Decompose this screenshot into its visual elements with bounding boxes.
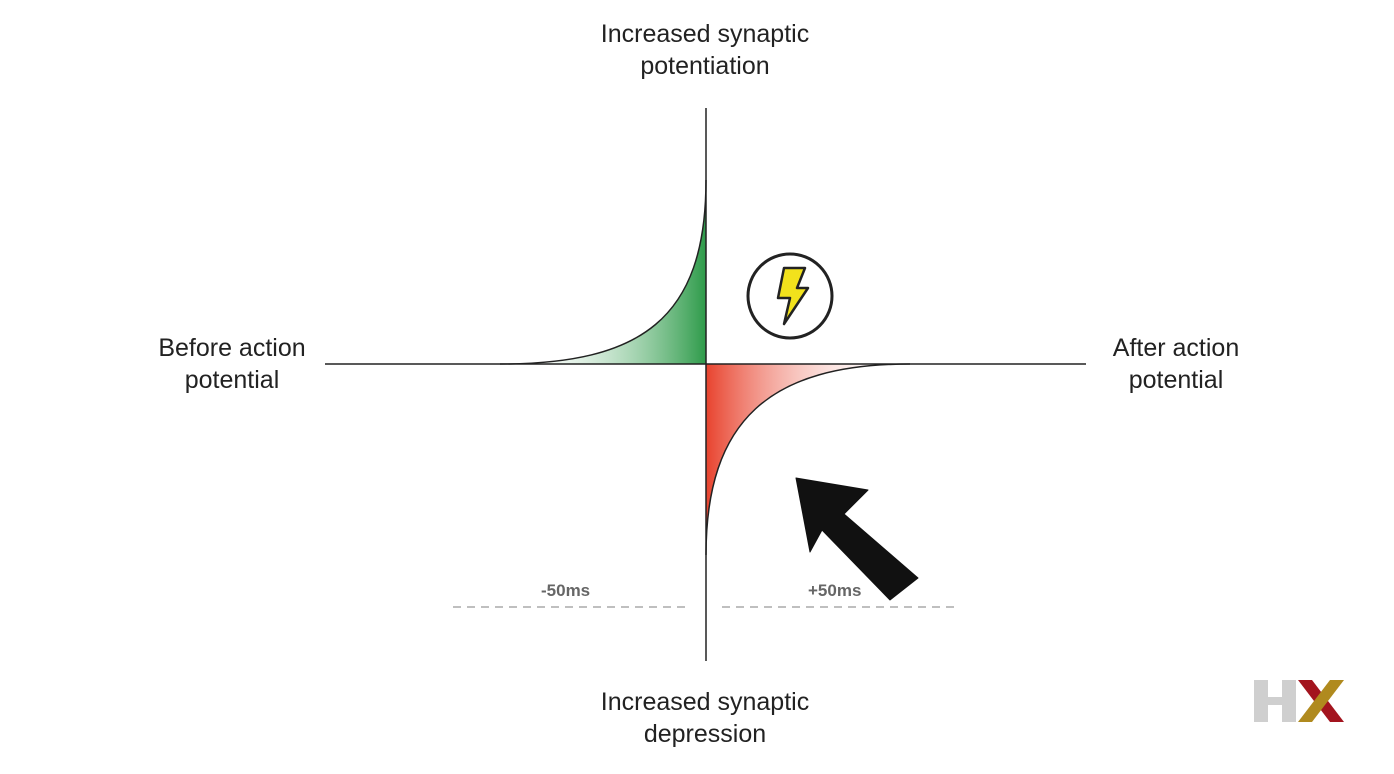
potentiation-area <box>500 180 706 364</box>
right-axis-label: After action potential <box>1076 332 1276 396</box>
potentiation-curve <box>499 179 707 365</box>
lightning-bolt-icon <box>746 252 834 340</box>
depression-curve <box>705 363 911 556</box>
hx-logo <box>1254 680 1344 722</box>
depression-area <box>706 364 910 555</box>
minus-window-label: -50ms <box>541 581 591 600</box>
left-label-line-1: Before action <box>158 334 306 362</box>
top-label-line-2: potentiation <box>640 52 770 80</box>
top-label-line-1: Increased synaptic <box>600 20 810 48</box>
bottom-label-line-2: depression <box>643 720 767 748</box>
arrow-up-left-icon <box>795 477 919 601</box>
right-label-line-1: After action <box>1112 334 1240 362</box>
left-label-line-2: potential <box>184 366 280 394</box>
bottom-label-line-1: Increased synaptic <box>600 688 810 716</box>
right-label-line-2: potential <box>1128 366 1224 394</box>
plus-window-label: +50ms <box>808 581 862 600</box>
bottom-axis-label: Increased synaptic depression <box>555 686 855 750</box>
top-axis-label: Increased synaptic potentiation <box>555 18 855 82</box>
left-axis-label: Before action potential <box>132 332 332 396</box>
